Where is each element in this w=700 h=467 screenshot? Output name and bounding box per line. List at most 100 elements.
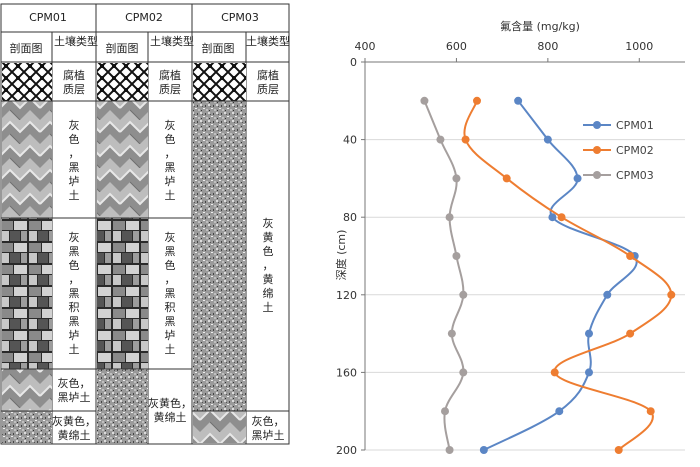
section-col-header-cpm03: 剖面图 (202, 41, 235, 55)
soil-col-header-cpm01: 土壤类型 (54, 34, 98, 48)
series-cpm03 (420, 96, 468, 454)
cpm02-soil-type-1: 腐植质层 (159, 68, 181, 96)
legend-marker-cpm03 (593, 171, 601, 179)
cpm03-soil-type-1: 腐植质层 (257, 68, 279, 96)
data-point-cpm03-140 (447, 329, 456, 338)
y-tick-label-0: 0 (350, 56, 357, 69)
cpm03-soil-type-3: 灰色，黑垆土 (252, 414, 285, 442)
cpm03-black-loessial-layer (193, 411, 246, 443)
x-tick-label-400: 400 (355, 40, 376, 53)
site-label-cpm01: CPM01 (29, 11, 67, 24)
data-point-cpm02-60 (502, 174, 511, 183)
data-point-cpm01-180 (555, 407, 564, 416)
series-cpm02 (461, 96, 676, 454)
x-axis-ticks: 400 600 800 1000 (355, 40, 653, 62)
data-point-cpm03-180 (441, 407, 449, 416)
data-point-cpm03-160 (459, 368, 468, 377)
plot-area (420, 96, 676, 454)
cpm03-soil-type-2: 灰黄色，黄绵土 (263, 216, 274, 314)
soil-profile-table: CPM01 CPM02 CPM03 剖面图 土壤类型 剖面图 土壤类型 剖面图 … (0, 3, 291, 445)
cpm01-soil-type-2: 灰色，黑垆土 (69, 118, 80, 202)
column-header-row: 剖面图 土壤类型 剖面图 土壤类型 剖面图 土壤类型 (10, 34, 291, 55)
cpm01-soil-type-1: 腐植质层 (63, 68, 85, 96)
cpm03-section-column (193, 63, 246, 443)
cpm01-black-loessial-layer (2, 101, 52, 218)
data-point-cpm01-40 (543, 135, 552, 144)
data-point-cpm02-140 (626, 329, 635, 338)
cpm01-loess-layer (2, 411, 52, 443)
soil-col-header-cpm02: 土壤类型 (150, 34, 194, 48)
cpm01-humus-layer (2, 63, 52, 101)
data-point-cpm03-80 (445, 213, 454, 222)
cpm02-soil-type-4: 灰黄色，黄绵土 (148, 396, 192, 424)
section-col-header-cpm01: 剖面图 (10, 41, 43, 55)
legend-marker-cpm02 (593, 146, 601, 154)
cpm01-soil-type-3: 灰黑色，黑积黑垆土 (69, 230, 80, 356)
legend-label-cpm02: CPM02 (616, 144, 654, 157)
data-point-cpm01-200 (479, 446, 488, 454)
cpm03-loess-layer (193, 101, 246, 411)
y-axis-ticks: 0 40 80 120 160 200 (336, 56, 365, 457)
x-axis-title: 氟含量 (mg/kg) (500, 19, 580, 33)
data-point-cpm01-60 (573, 174, 582, 183)
data-point-cpm01-140 (585, 329, 593, 338)
y-tick-label-120: 120 (336, 289, 357, 302)
cpm02-humus-layer (97, 63, 148, 101)
data-point-cpm02-180 (646, 407, 655, 416)
cpm01-dark-black-loessial-layer (2, 218, 52, 369)
data-point-cpm02-80 (557, 213, 566, 222)
data-point-cpm03-40 (436, 135, 445, 144)
section-col-header-cpm02: 剖面图 (106, 41, 139, 55)
cpm02-soil-type-column: 腐植质层 灰色，黑垆土 灰黑色，黑积黑垆土 灰黄色，黄绵土 (96, 68, 192, 424)
series-cpm01 (479, 96, 639, 454)
data-point-cpm02-120 (667, 290, 676, 299)
y-tick-label-200: 200 (336, 444, 357, 457)
site-label-cpm03: CPM03 (221, 11, 259, 24)
data-point-cpm02-20 (473, 96, 481, 105)
data-point-cpm01-120 (603, 290, 612, 299)
cpm02-section-column (97, 63, 148, 443)
data-point-cpm01-80 (548, 213, 557, 222)
cpm02-soil-type-2: 灰色，黑垆土 (165, 118, 176, 202)
data-point-cpm03-60 (452, 174, 461, 183)
site-label-cpm02: CPM02 (125, 11, 163, 24)
data-point-cpm02-40 (461, 135, 470, 144)
x-tick-label-1000: 1000 (625, 40, 653, 53)
y-axis-title: 深度 (cm) (334, 230, 348, 281)
cpm01-soil-type-5: 灰黄色，黄绵土 (52, 414, 96, 442)
cpm01-soil-type-4: 灰色，黑垆土 (58, 376, 91, 404)
series-line-cpm01 (483, 100, 638, 451)
data-point-cpm01-160 (585, 368, 593, 377)
fluorine-depth-chart: 氟含量 (mg/kg) 深度 (cm) 400 600 800 1000 0 40 80 1… (334, 19, 685, 457)
data-point-cpm03-20 (420, 96, 429, 105)
y-tick-label-160: 160 (336, 366, 357, 379)
legend-marker-cpm01 (593, 121, 601, 129)
cpm02-black-loessial-layer (97, 101, 148, 218)
data-point-cpm01-20 (514, 96, 523, 105)
x-tick-label-800: 800 (537, 40, 558, 53)
cpm03-soil-type-column: 腐植质层 灰黄色，黄绵土 灰色，黑垆土 (192, 68, 289, 442)
site-header-row: CPM01 CPM02 CPM03 (29, 11, 259, 24)
y-tick-label-80: 80 (343, 211, 357, 224)
data-point-cpm03-100 (452, 252, 461, 260)
data-point-cpm03-200 (445, 446, 454, 454)
cpm02-loess-layer (97, 369, 148, 443)
legend-label-cpm01: CPM01 (616, 119, 654, 132)
cpm02-dark-black-loessial-layer (97, 218, 148, 369)
series-line-cpm02 (463, 100, 673, 451)
cpm01-soil-type-column: 腐植质层 灰色，黑垆土 灰黑色，黑积黑垆土 灰色，黑垆土 灰黄色，黄绵土 (1, 68, 96, 442)
gridlines (364, 61, 685, 451)
cpm02-soil-type-3: 灰黑色，黑积黑垆土 (165, 230, 176, 356)
x-tick-label-600: 600 (446, 40, 467, 53)
legend-label-cpm03: CPM03 (616, 169, 654, 182)
legend: CPM01 CPM02 CPM03 (583, 119, 654, 182)
data-point-cpm02-200 (614, 446, 623, 454)
data-point-cpm02-160 (550, 368, 559, 377)
data-point-cpm02-100 (626, 252, 635, 260)
data-point-cpm03-120 (459, 290, 468, 299)
series-line-cpm03 (423, 100, 465, 451)
cpm03-humus-layer (193, 63, 246, 101)
soil-col-header-cpm03: 土壤类型 (246, 34, 290, 48)
cpm01-section-column (2, 63, 52, 443)
cpm01-grey-black-loessial-layer (2, 369, 52, 411)
